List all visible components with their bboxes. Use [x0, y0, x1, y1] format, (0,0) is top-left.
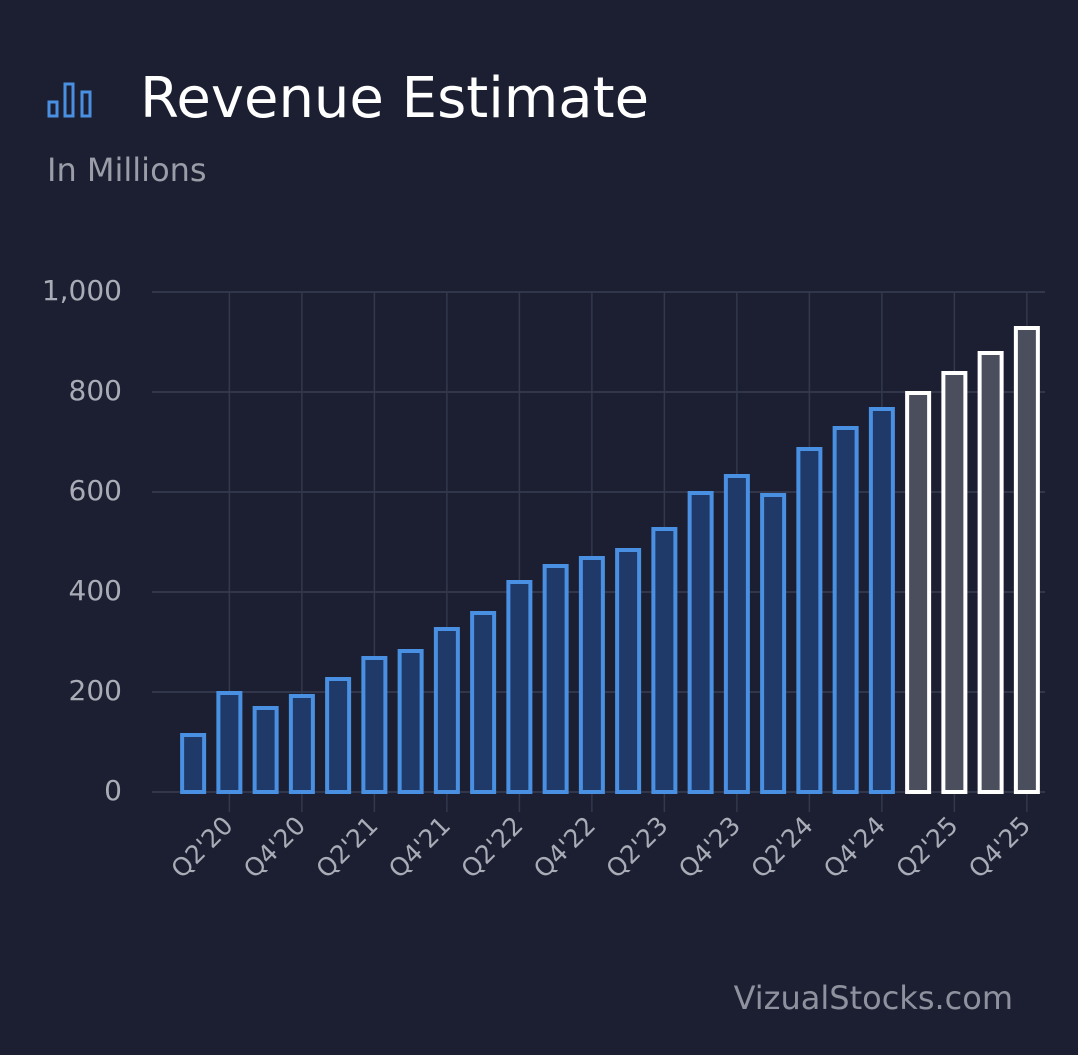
- bar: [651, 527, 678, 794]
- y-tick-label: 400: [69, 574, 122, 607]
- bar: [796, 447, 823, 794]
- bar: [868, 407, 895, 794]
- bar: [216, 691, 243, 794]
- y-tick-label: 200: [69, 674, 122, 707]
- bar: [723, 474, 750, 794]
- bar: [433, 627, 460, 794]
- bar: [470, 611, 497, 794]
- bar: [832, 426, 859, 794]
- bar: [288, 694, 315, 794]
- y-tick-label: 600: [69, 474, 122, 507]
- y-tick-label: 0: [104, 774, 122, 807]
- bar: [687, 491, 714, 794]
- bar: [905, 391, 932, 794]
- bar: [325, 677, 352, 794]
- bar: [578, 556, 605, 794]
- bar: [941, 371, 968, 794]
- bar: [542, 564, 569, 794]
- y-tick-label: 800: [69, 374, 122, 407]
- chart-subtitle: In Millions: [47, 151, 207, 189]
- bar: [1013, 326, 1040, 794]
- bar: [760, 493, 787, 794]
- chart-title: Revenue Estimate: [140, 66, 649, 131]
- y-tick-label: 1,000: [42, 274, 122, 307]
- title-icon: [47, 82, 92, 118]
- bar: [397, 649, 424, 794]
- bar: [180, 733, 207, 794]
- bar: [977, 351, 1004, 794]
- bar: [361, 656, 388, 794]
- bar: [252, 706, 279, 794]
- source-watermark: VizualStocks.com: [734, 979, 1013, 1017]
- bar: [615, 548, 642, 794]
- bar: [506, 580, 533, 794]
